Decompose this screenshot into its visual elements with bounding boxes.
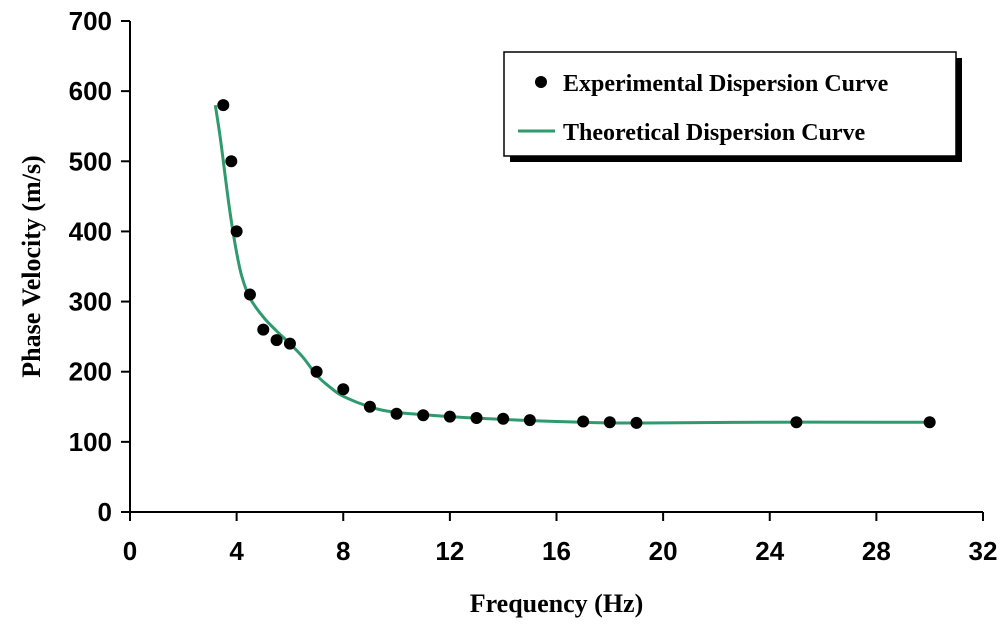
experimental-point bbox=[443, 410, 456, 423]
legend: Experimental Dispersion Curve Theoretica… bbox=[503, 51, 962, 162]
x-tick-label: 20 bbox=[649, 536, 678, 566]
legend-box bbox=[503, 51, 957, 157]
experimental-point bbox=[417, 409, 430, 422]
y-tick-label: 300 bbox=[69, 287, 112, 317]
x-axis-title: Frequency (Hz) bbox=[470, 589, 644, 618]
y-tick-label: 700 bbox=[69, 6, 112, 36]
experimental-point bbox=[923, 416, 936, 429]
experimental-point bbox=[363, 400, 376, 413]
experimental-point bbox=[603, 416, 616, 429]
y-tick-label: 500 bbox=[69, 146, 112, 176]
experimental-point bbox=[230, 225, 243, 238]
y-tick-label: 100 bbox=[69, 427, 112, 457]
experimental-point bbox=[790, 416, 803, 429]
experimental-point bbox=[470, 412, 483, 425]
x-tick-label: 16 bbox=[542, 536, 571, 566]
experimental-point bbox=[225, 155, 238, 168]
y-tick-label: 200 bbox=[69, 357, 112, 387]
experimental-point bbox=[523, 414, 536, 427]
x-tick-label: 0 bbox=[123, 536, 137, 566]
y-tick-label: 0 bbox=[98, 497, 112, 527]
experimental-point bbox=[243, 288, 256, 301]
experimental-point bbox=[390, 407, 403, 420]
experimental-point bbox=[257, 323, 270, 336]
x-tick-label: 4 bbox=[229, 536, 244, 566]
x-tick-label: 28 bbox=[862, 536, 891, 566]
y-axis-title: Phase Velocity (m/s) bbox=[17, 155, 46, 377]
x-tick-label: 12 bbox=[435, 536, 464, 566]
experimental-point bbox=[283, 337, 296, 350]
legend-label-experimental: Experimental Dispersion Curve bbox=[563, 71, 889, 97]
experimental-point bbox=[337, 383, 350, 396]
theoretical-curve-line bbox=[213, 104, 930, 425]
y-tick-label: 600 bbox=[69, 76, 112, 106]
y-tick-label: 400 bbox=[69, 216, 112, 246]
y-axis-ticks: 0 100 200 300 400 500 600 700 bbox=[69, 6, 130, 527]
x-axis-ticks: 0 4 8 12 16 20 24 28 32 bbox=[123, 512, 998, 566]
series-layer bbox=[213, 99, 936, 429]
legend-label-theoretical: Theoretical Dispersion Curve bbox=[563, 120, 866, 146]
experimental-point bbox=[630, 416, 643, 429]
plot-area: 0 4 8 12 16 20 24 28 32 0 100 200 300 400 500 600 700 bbox=[69, 6, 998, 566]
experimental-point bbox=[497, 412, 510, 425]
experimental-point bbox=[217, 99, 230, 112]
experimental-point bbox=[577, 415, 590, 428]
experimental-point bbox=[310, 365, 323, 378]
x-tick-label: 8 bbox=[336, 536, 350, 566]
x-tick-label: 24 bbox=[755, 536, 784, 566]
x-tick-label: 32 bbox=[969, 536, 998, 566]
experimental-point bbox=[270, 334, 283, 347]
legend-marker-experimental bbox=[535, 76, 547, 88]
